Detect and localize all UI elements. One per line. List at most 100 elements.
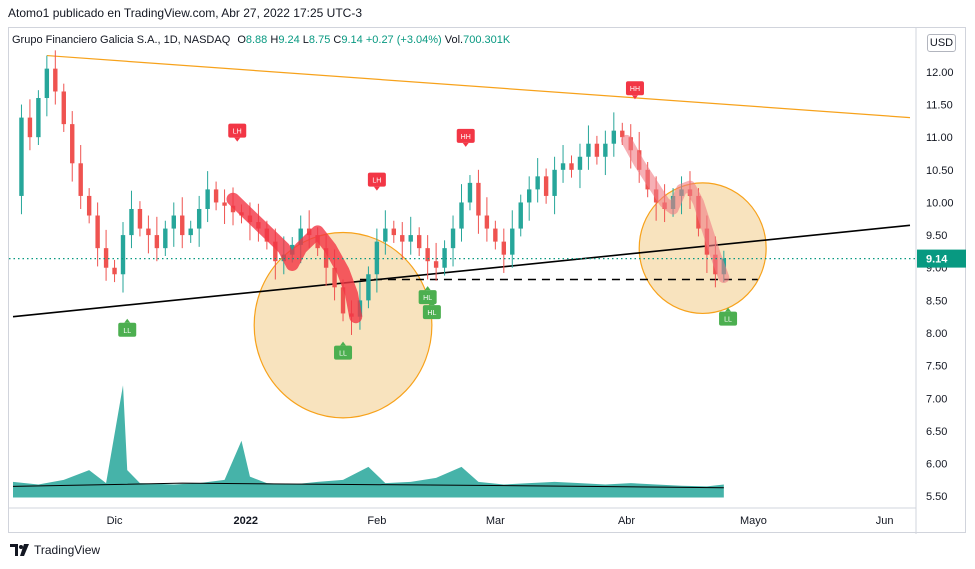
candle-body — [476, 182, 481, 216]
candle-body — [577, 156, 583, 170]
candle-body — [594, 143, 600, 157]
candle-body — [36, 98, 41, 138]
candle-body — [222, 202, 227, 206]
volume-label: Vol. — [444, 34, 464, 46]
pivot-label-text: LL — [724, 317, 732, 324]
footer-brand: TradingView — [34, 543, 101, 557]
candle-body — [298, 228, 303, 245]
y-tick-label: 11.50 — [926, 100, 953, 112]
pivot-label-text: HL — [423, 295, 432, 302]
pivot-label-ll-4: LL — [118, 318, 137, 337]
candle-body — [19, 117, 24, 196]
low-label: L — [302, 34, 309, 46]
pivot-label-text: LH — [233, 129, 242, 136]
candle-body — [129, 208, 134, 236]
candle-body — [180, 215, 185, 236]
resistance-trendline — [46, 54, 911, 119]
price-chart[interactable]: HHLHHHLHLLLLHLHLLL12.0011.5011.0010.5010… — [9, 28, 967, 534]
candle-body — [230, 205, 236, 213]
x-tick-label: Abr — [618, 515, 635, 527]
pivot-label-box — [422, 305, 441, 320]
candle-body — [163, 228, 168, 249]
highlight-circle-1 — [638, 182, 767, 315]
candle-body — [391, 228, 397, 236]
pivot-label-box — [367, 172, 386, 187]
pivot-label-hl-7: HL — [422, 301, 441, 320]
candle-body — [535, 176, 540, 190]
y-tick-label: 8.50 — [926, 295, 947, 307]
pivot-label-pointer — [631, 95, 638, 100]
candle-body — [484, 215, 490, 229]
trend-stroke-1 — [621, 134, 730, 284]
candle-body — [560, 163, 566, 170]
pivot-label-box — [418, 290, 437, 305]
candle-body — [112, 267, 117, 275]
tradingview-logo-icon — [10, 544, 29, 556]
volume-area — [13, 385, 724, 498]
candle-body — [340, 287, 346, 314]
close-value: 9.14 — [341, 34, 363, 46]
candle-body — [44, 68, 50, 99]
candle-body — [323, 248, 329, 268]
candle-body — [433, 261, 439, 268]
candle-body — [120, 235, 126, 275]
pivot-label-box — [456, 128, 475, 143]
change-value: +0.27 (+3.04%) — [365, 34, 442, 46]
candle-body — [61, 91, 66, 125]
candle-body — [400, 235, 405, 242]
candle-body — [53, 68, 58, 92]
currency-button[interactable]: USD — [927, 34, 956, 52]
pivot-label-text: HL — [427, 310, 436, 317]
candle-body — [273, 241, 278, 262]
candle-body — [374, 241, 380, 275]
pivot-label-pointer — [234, 137, 241, 142]
candle-body — [70, 124, 75, 164]
candle-body — [526, 189, 532, 203]
chart-frame[interactable]: HH LH HH LH LL LL HL HL LL 12.00 11.50 11.00 10.50 10… — [8, 27, 967, 534]
pivot-label-pointer — [462, 142, 469, 147]
y-tick-label: 10.00 — [926, 197, 954, 209]
x-tick-label: Dic — [107, 515, 123, 527]
pivot-label-pointer — [725, 307, 732, 312]
volume-ma-line — [12, 482, 724, 489]
close-label: C — [333, 34, 342, 46]
candle-body — [383, 228, 388, 242]
symbol-name: Grupo Financiero Galicia S.A., 1D, NASDA… — [12, 34, 231, 46]
candle-body — [416, 235, 422, 249]
candle-body — [408, 235, 413, 242]
candle-body — [493, 228, 498, 242]
y-tick-label: 9.50 — [926, 230, 947, 242]
pivot-label-text: LL — [339, 351, 347, 358]
trend-stroke-0 — [226, 192, 363, 324]
pivot-label-text: HH — [630, 86, 640, 93]
x-tick-label: Jun — [876, 515, 894, 527]
y-tick-label: 7.00 — [926, 393, 947, 405]
open-value: 8.88 — [245, 34, 268, 46]
pivot-label-pointer — [428, 301, 435, 306]
candle-body — [290, 244, 295, 255]
candle-body — [137, 208, 143, 229]
last-price-badge-text: 9.14 — [926, 254, 948, 266]
candle-body — [171, 215, 176, 229]
pivot-label-text: HH — [461, 134, 471, 141]
pivot-label-pointer — [124, 318, 131, 323]
pivot-label-ll-5: LL — [334, 341, 353, 360]
publish-header: Atomo1 publicado en TradingView.com, Abr… — [8, 6, 362, 20]
x-tick-label: Mayo — [740, 515, 767, 527]
open-label: O — [237, 34, 246, 46]
candle-body — [442, 248, 447, 268]
candle-body — [552, 169, 557, 196]
pivot-label-lh-3: LH — [367, 172, 386, 191]
candle-body — [146, 228, 151, 236]
candle-body — [450, 228, 456, 249]
pivot-label-pointer — [424, 286, 431, 291]
volume-value: 700.301K — [463, 34, 511, 46]
candle-body — [467, 182, 473, 203]
symbol-legend: Grupo Financiero Galicia S.A., 1D, NASDA… — [12, 34, 510, 46]
candle-body — [459, 202, 464, 229]
pivot-label-box — [719, 311, 738, 326]
pivot-label-hh-2: HH — [456, 128, 475, 147]
pivot-label-lh-1: LH — [228, 123, 247, 142]
candle-body — [154, 235, 160, 249]
candle-body — [603, 143, 608, 157]
